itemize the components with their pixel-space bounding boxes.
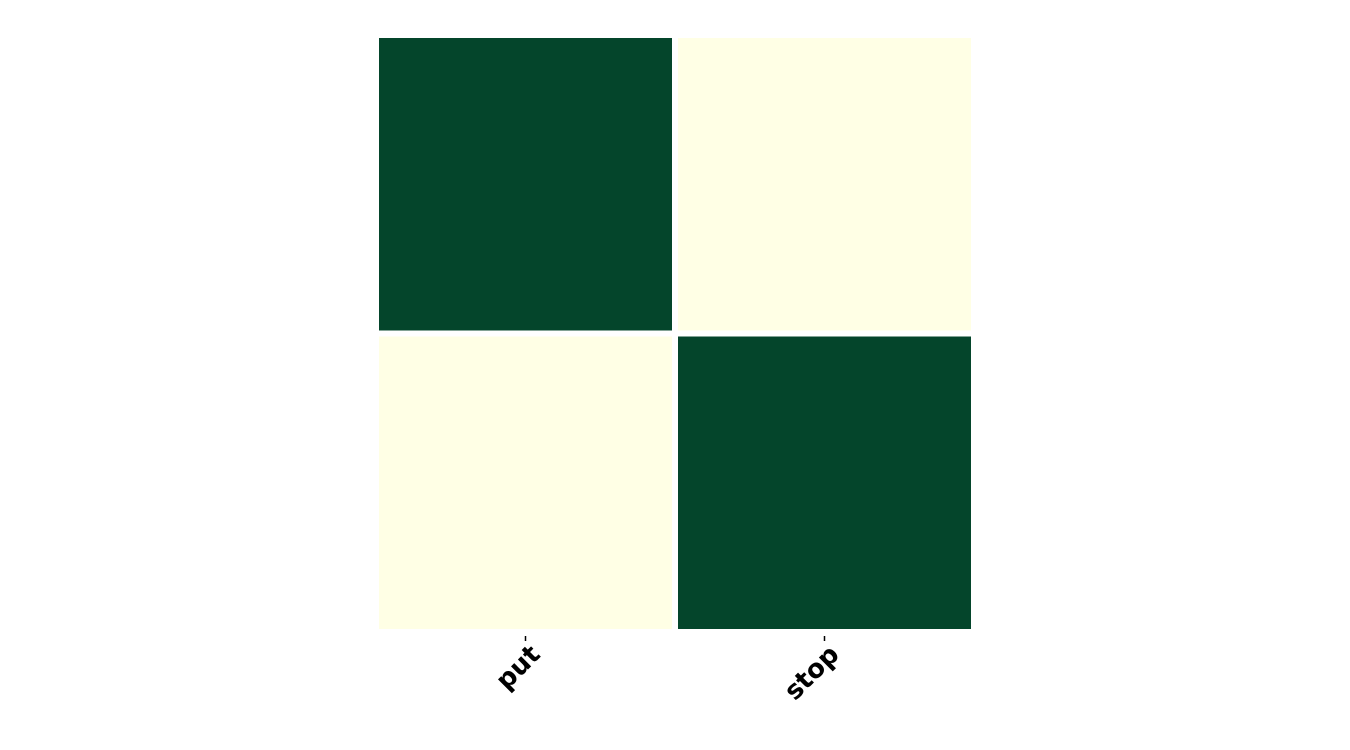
heatmap-cell-r1-c1 (678, 336, 971, 629)
heatmap-cell-r0-c1 (678, 38, 971, 331)
heatmap-cell-r0-c0 (379, 38, 672, 331)
x-tick-label: put (490, 640, 546, 696)
x-axis-ticks: put stop (490, 636, 845, 706)
x-tick-label: stop (779, 640, 846, 707)
heatmap-cells (379, 38, 971, 629)
heatmap-cell-r1-c0 (379, 336, 672, 629)
